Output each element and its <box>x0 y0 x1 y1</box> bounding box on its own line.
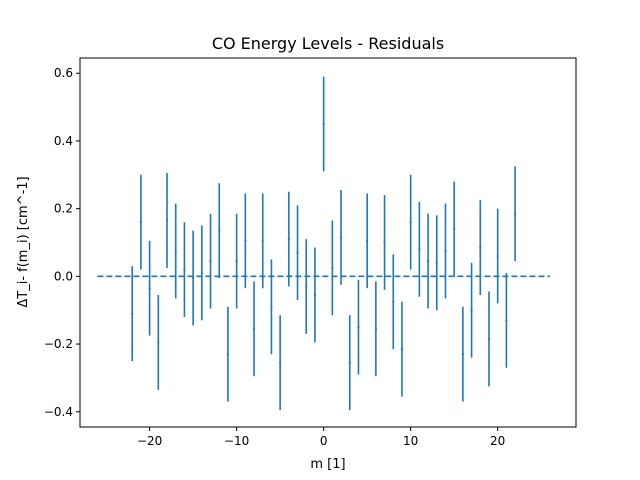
data-point <box>183 268 186 271</box>
data-point <box>244 239 247 242</box>
y-tick-label: −0.2 <box>44 337 73 351</box>
data-point <box>165 219 169 222</box>
x-tick-label: −20 <box>137 434 162 448</box>
data-point <box>200 271 203 275</box>
data-point <box>461 353 464 356</box>
chart-title: CO Energy Levels - Residuals <box>212 34 444 53</box>
y-tick-label: 0.6 <box>54 66 73 80</box>
data-point <box>296 251 299 254</box>
data-point <box>252 327 256 330</box>
data-point <box>470 309 473 312</box>
data-point <box>218 229 221 232</box>
data-point <box>322 122 325 126</box>
plot-frame <box>79 57 577 428</box>
data-point <box>261 239 264 242</box>
data-point <box>444 249 447 253</box>
data-point <box>366 239 369 242</box>
data-point <box>348 361 351 364</box>
data-point <box>374 327 377 330</box>
data-point <box>418 248 421 251</box>
data-point <box>139 221 143 224</box>
data-point <box>279 361 282 364</box>
y-tick-label: 0.0 <box>54 269 73 283</box>
data-point <box>174 249 177 253</box>
data-point <box>496 254 499 258</box>
y-tick-label: −0.4 <box>44 405 73 419</box>
x-tick-label: 10 <box>403 434 418 448</box>
data-point <box>157 341 160 344</box>
data-point <box>426 260 430 263</box>
data-point <box>287 238 290 241</box>
x-tick-label: 20 <box>490 434 505 448</box>
x-tick-label: −10 <box>224 434 249 448</box>
data-point <box>270 305 273 308</box>
x-tick-label: 0 <box>320 434 328 448</box>
data-point <box>313 293 317 297</box>
data-point <box>357 326 360 329</box>
data-point <box>453 227 456 231</box>
data-point <box>131 312 134 315</box>
data-point <box>487 337 491 341</box>
data-point <box>192 276 195 280</box>
data-point <box>235 260 238 263</box>
plot-area <box>97 76 550 411</box>
y-tick-label: 0.4 <box>54 134 73 148</box>
data-point <box>226 353 230 356</box>
x-axis-label: m [1] <box>310 457 345 472</box>
data-point <box>383 241 386 244</box>
data-point <box>331 266 334 269</box>
data-point <box>513 212 517 215</box>
data-point <box>392 300 395 303</box>
data-point <box>479 246 482 249</box>
axes: −20 −10 0 10 20 −0.4 −0.2 0.0 0.2 0.4 0.6 <box>44 57 577 448</box>
data-point <box>400 348 404 351</box>
data-point <box>505 319 508 322</box>
y-axis-label: ΔT_i- f(m_i) [cm^-1] <box>16 176 31 307</box>
data-point <box>305 285 308 288</box>
y-tick-label: 0.2 <box>54 202 73 216</box>
data-point <box>339 236 343 239</box>
data-point <box>435 261 438 264</box>
data-point <box>209 260 212 263</box>
data-point <box>409 221 412 224</box>
data-point <box>148 287 151 290</box>
